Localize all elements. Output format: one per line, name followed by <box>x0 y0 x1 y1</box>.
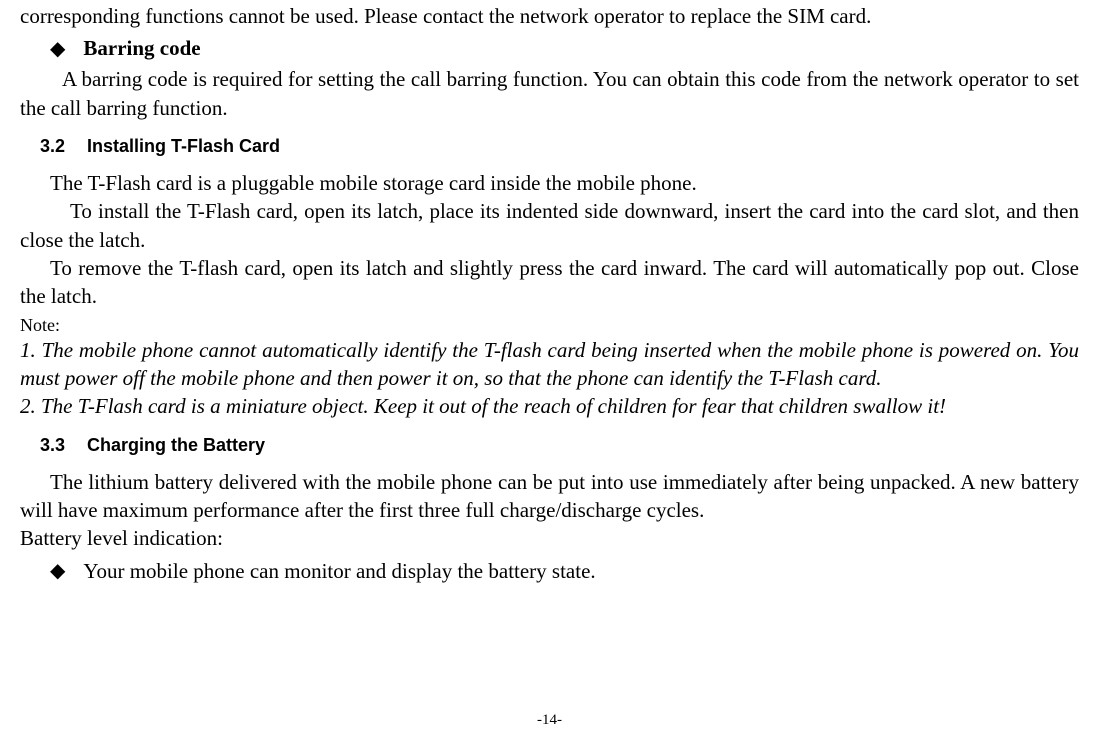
battery-bullet-row: ◆ Your mobile phone can monitor and disp… <box>20 559 1079 584</box>
section-3-3-title: Charging the Battery <box>87 435 265 455</box>
section-3-2-title: Installing T-Flash Card <box>87 136 280 156</box>
note-2: 2. The T-Flash card is a miniature objec… <box>20 392 1079 420</box>
diamond-icon: ◆ <box>50 39 65 59</box>
section-3-2-heading: 3.2 Installing T-Flash Card <box>20 136 1079 157</box>
note-1: 1. The mobile phone cannot automatically… <box>20 336 1079 393</box>
barring-body: A barring code is required for setting t… <box>20 65 1079 122</box>
barring-bullet-row: ◆ Barring code <box>20 36 1079 61</box>
section-3-3-num: 3.3 <box>40 435 65 455</box>
section-3-2-p2: To install the T-Flash card, open its la… <box>20 197 1079 254</box>
section-3-2-num: 3.2 <box>40 136 65 156</box>
diamond-icon: ◆ <box>50 561 65 581</box>
section-3-2-p1: The T-Flash card is a pluggable mobile s… <box>20 169 1079 197</box>
battery-bullet-text: Your mobile phone can monitor and displa… <box>83 559 595 584</box>
note-label: Note: <box>20 315 1079 336</box>
section-3-2-p3: To remove the T-flash card, open its lat… <box>20 254 1079 311</box>
page-number: -14- <box>0 712 1099 729</box>
section-3-3-p2: Battery level indication: <box>20 524 1079 552</box>
section-3-3-heading: 3.3 Charging the Battery <box>20 435 1079 456</box>
barring-heading: Barring code <box>83 36 200 61</box>
intro-cutoff-text: corresponding functions cannot be used. … <box>20 2 1079 30</box>
section-3-3-p1: The lithium battery delivered with the m… <box>20 468 1079 525</box>
